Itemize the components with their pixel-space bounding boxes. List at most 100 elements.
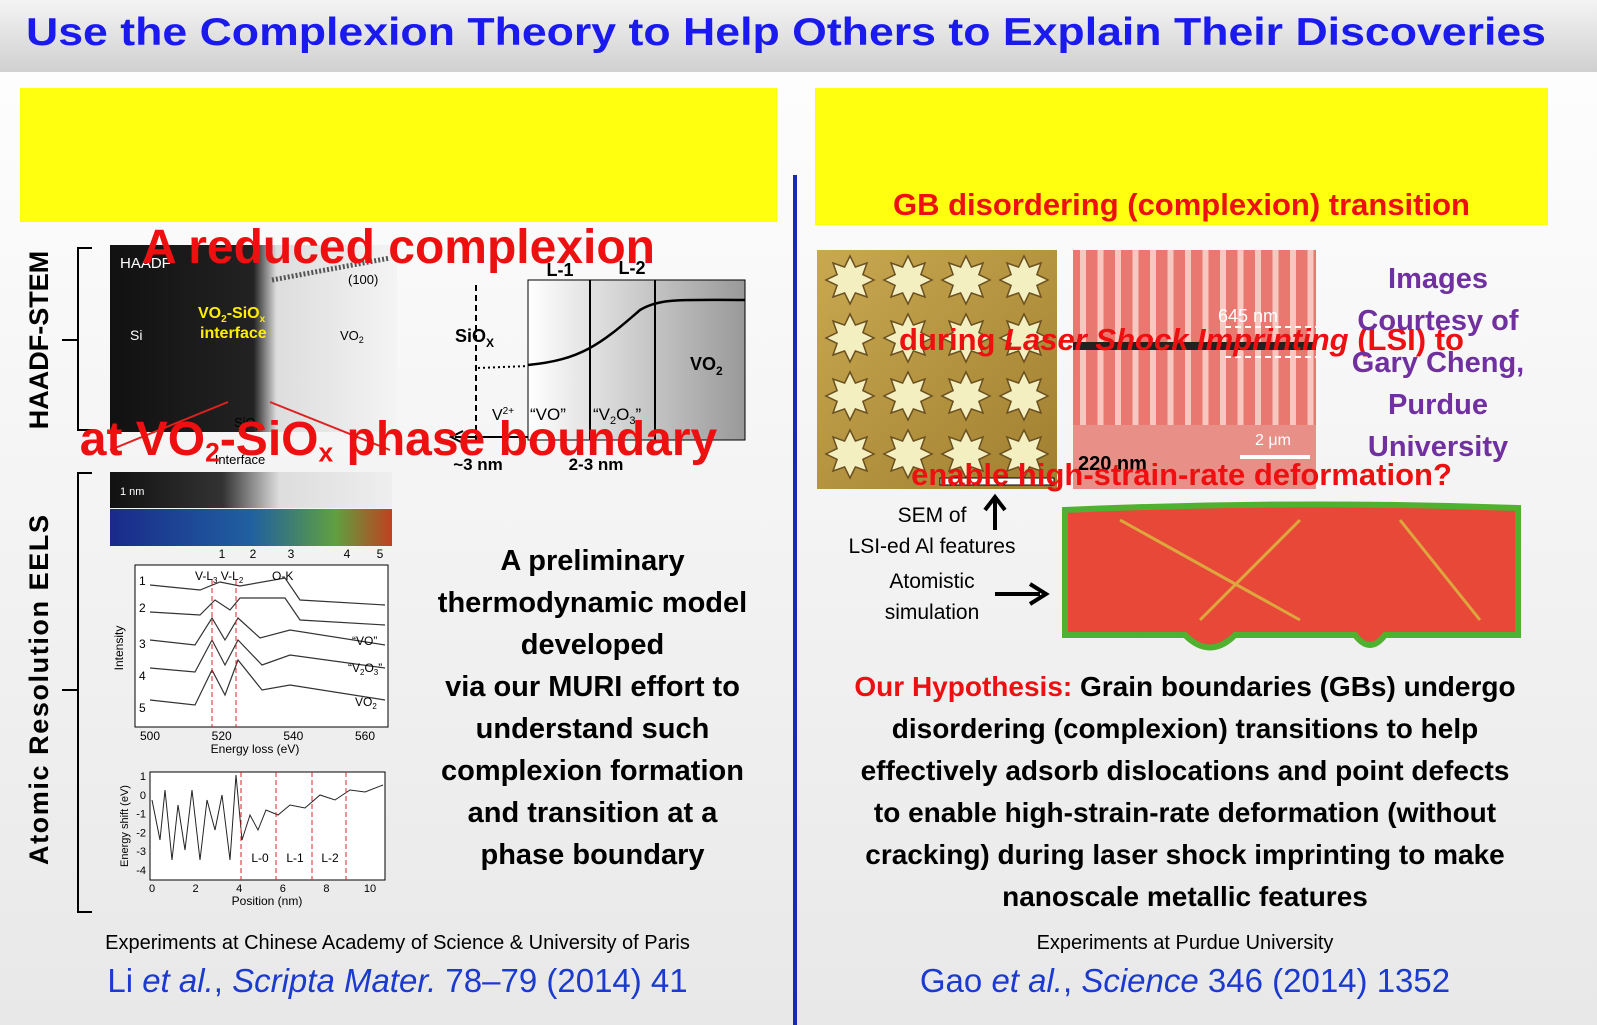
axis-label: Position (nm)	[232, 894, 303, 908]
image-label: HAADF	[120, 255, 171, 272]
gear	[824, 254, 876, 306]
gear	[940, 254, 992, 306]
tick-label: 0	[140, 790, 146, 802]
gear	[998, 370, 1050, 422]
heading-line: at VO2-SiOx phase boundary	[79, 413, 718, 468]
text-line: and transition at a	[467, 797, 718, 829]
text-line: Gary Cheng,	[1351, 347, 1525, 379]
spectra-plot	[134, 564, 389, 728]
text-line: Purdue	[1388, 389, 1488, 421]
gear	[940, 428, 992, 480]
edge-labels: V-L3 V-L2	[195, 569, 244, 585]
text-line: thermodynamic model	[437, 587, 748, 619]
image-label: SiOx	[234, 415, 261, 432]
schematic-label: “V2O3”	[593, 405, 641, 427]
text-line: University	[1367, 431, 1509, 463]
arrow	[448, 430, 528, 444]
curve-label: VO2	[355, 695, 377, 711]
gear	[940, 370, 992, 422]
region-label: L-0	[251, 851, 269, 865]
heading-line: during Laser Shock Imprinting (LSI) to	[899, 322, 1464, 357]
stripe	[1272, 250, 1279, 425]
zoom-arrows	[109, 401, 391, 451]
image-label: VO2	[340, 328, 364, 345]
tick-label: 0	[149, 883, 155, 895]
slide-title: Use the Complexion Theory to Help Others…	[26, 11, 1546, 54]
row-label: 1	[139, 574, 146, 588]
citation: Li et al., Scripta Mater. 78–79 (2014) 4…	[107, 962, 688, 999]
sem-label: SEM of LSI-ed Al features	[822, 500, 1042, 562]
schematic-label: L-2	[619, 258, 646, 278]
point-label: 3	[288, 547, 295, 561]
haadf-image	[110, 245, 397, 432]
gear	[882, 312, 934, 364]
gear	[824, 312, 876, 364]
simulation-defects	[1119, 518, 1482, 622]
profile-curve	[477, 365, 529, 369]
lattice-fringes	[271, 255, 391, 283]
schematic-label: VO2	[690, 354, 723, 378]
tick-label: 520	[212, 729, 232, 743]
stripe	[1220, 250, 1226, 425]
image-label: VO2-SiOx	[198, 305, 266, 325]
text-line: developed	[520, 629, 665, 661]
scale-bar	[939, 477, 1055, 486]
image-label: Si	[130, 327, 142, 343]
courtesy: Images Courtesy of Gary Cheng, Purdue Univer…	[1330, 258, 1546, 468]
left-heading-box	[20, 88, 777, 222]
tick-label: -3	[136, 846, 146, 858]
curve-label: “V2O3”	[348, 661, 382, 677]
gear	[882, 254, 934, 306]
tick-label: 6	[280, 883, 286, 895]
stripe	[1237, 250, 1244, 425]
text-line: Atomistic	[889, 570, 975, 593]
left-paragraph: A preliminary thermodynamic model develope…	[410, 540, 775, 876]
boundary-line	[1073, 342, 1316, 350]
tick-label: 4	[236, 883, 242, 895]
text-line: effectively adsorb dislocations and poin…	[860, 755, 1510, 786]
right-heading-box	[815, 88, 1548, 225]
schematic-label: “VO”	[530, 405, 566, 424]
text-line: nanoscale metallic features	[1002, 881, 1368, 912]
tick-labels: 0 2 4 6 8 10	[149, 883, 376, 895]
hypothesis-label: Our Hypothesis:	[854, 671, 1073, 702]
axis-label: Energy shift (eV)	[119, 785, 131, 867]
stripe	[1150, 250, 1156, 425]
text-span: Grain boundaries (GBs) undergo	[1072, 671, 1516, 702]
side-label: Atomic Resolution EELS	[24, 515, 54, 865]
gear	[824, 428, 876, 480]
experiments: Experiments at Purdue University	[1036, 932, 1334, 954]
sim-label: Atomistic simulation	[822, 566, 1042, 628]
image-label: Interface	[215, 452, 266, 467]
image-label: interface	[200, 325, 267, 342]
tick-labels: 500 520 540 560	[140, 729, 375, 743]
schematic-label: 2-3 nm	[569, 455, 624, 474]
schematic-label: L-1	[547, 260, 574, 280]
stripe	[1167, 250, 1174, 425]
text-line: LSI-ed Al features	[848, 535, 1016, 558]
schematic-box	[527, 279, 746, 441]
point-label: 5	[377, 547, 384, 561]
tick-label: 560	[355, 729, 375, 743]
axis-label: Intensity	[112, 626, 126, 671]
text-line: understand such	[475, 713, 710, 745]
arrow	[995, 582, 1050, 606]
tick-label: 1	[140, 771, 146, 783]
profile-curve	[527, 298, 746, 367]
gear-features	[824, 254, 1050, 480]
heading-line: enable high-strain-rate deformation?	[911, 457, 1452, 492]
stripe	[1132, 250, 1139, 425]
point-label: 2	[250, 547, 257, 561]
text-line: phase boundary	[480, 839, 705, 871]
citation: Gao et al., Science 346 (2014) 1352	[919, 962, 1451, 999]
left-heading: A reduced complexion at VO2-SiOx phase b…	[20, 88, 777, 549]
text-line: via our MURI effort to	[445, 671, 740, 703]
curve-label: “VO”	[352, 634, 377, 648]
tick-labels: 1 0 -1 -2 -3 -4	[136, 771, 146, 877]
bracket	[62, 247, 92, 431]
simulation-image	[1062, 501, 1521, 651]
region-lines	[240, 772, 347, 880]
row-label: 5	[139, 701, 146, 715]
stripes	[1080, 250, 1314, 425]
